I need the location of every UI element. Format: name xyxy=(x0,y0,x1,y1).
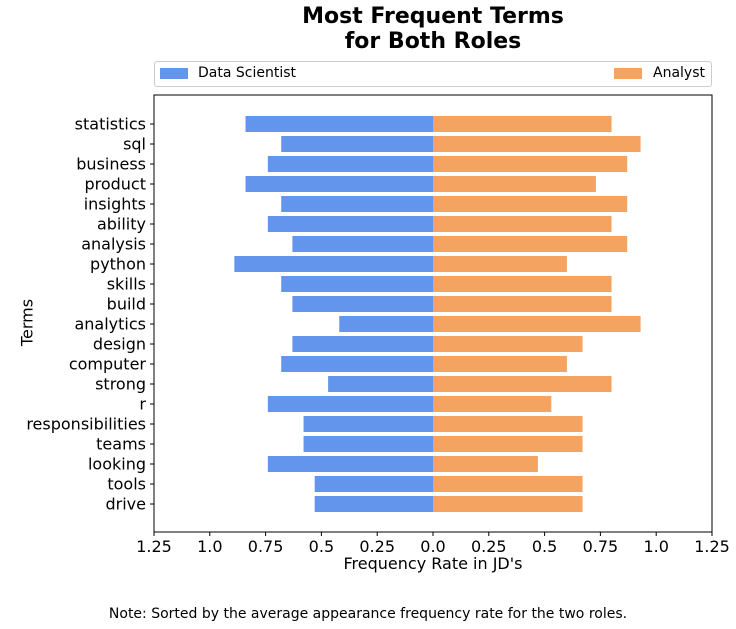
bar-data-scientist-strong xyxy=(328,376,433,392)
bar-analyst-python xyxy=(433,256,567,272)
x-tick-label: 0.0 xyxy=(420,537,445,556)
bar-data-scientist-analytics xyxy=(339,316,433,332)
bar-analyst-design xyxy=(433,336,583,352)
bar-data-scientist-design xyxy=(292,336,433,352)
bar-analyst-teams xyxy=(433,436,583,452)
y-tick-label-responsibilities: responsibilities xyxy=(26,415,146,434)
bar-data-scientist-python xyxy=(234,256,433,272)
bar-analyst-skills xyxy=(433,276,612,292)
y-tick-label-computer: computer xyxy=(69,355,147,374)
y-tick-label-statistics: statistics xyxy=(75,115,146,134)
x-axis-label: Frequency Rate in JD's xyxy=(343,554,523,573)
y-tick-label-business: business xyxy=(76,155,146,174)
bars-data-scientist xyxy=(234,116,433,512)
bar-data-scientist-computer xyxy=(281,356,433,372)
x-tick-label: 1.25 xyxy=(136,537,172,556)
y-tick-label-skills: skills xyxy=(107,275,146,294)
legend: Data Scientist Analyst xyxy=(154,61,712,87)
legend-swatch-analyst xyxy=(614,68,642,79)
bar-analyst-responsibilities xyxy=(433,416,583,432)
bar-data-scientist-teams xyxy=(303,436,433,452)
chart-title-line-2: for Both Roles xyxy=(344,29,522,54)
chart-title: Most Frequent Terms for Both Roles xyxy=(154,4,712,54)
y-tick-label-looking: looking xyxy=(88,455,146,474)
bars-analyst xyxy=(433,116,641,512)
x-tick-label: 0.5 xyxy=(532,537,557,556)
y-axis: statisticssqlbusinessproductinsightsabil… xyxy=(26,115,154,514)
x-tick-label: 1.0 xyxy=(197,537,222,556)
x-tick-label: 0.25 xyxy=(359,537,395,556)
y-tick-label-teams: teams xyxy=(96,435,146,454)
y-tick-label-sql: sql xyxy=(123,135,146,154)
bar-data-scientist-looking xyxy=(267,456,433,472)
bar-data-scientist-build xyxy=(292,296,433,312)
legend-swatch-data-scientist xyxy=(160,68,188,79)
bar-analyst-computer xyxy=(433,356,567,372)
bar-analyst-strong xyxy=(433,376,612,392)
x-tick-label: 0.5 xyxy=(309,537,334,556)
footer-note: Note: Sorted by the average appearance f… xyxy=(108,606,628,622)
bar-data-scientist-product xyxy=(245,176,433,192)
bar-analyst-r xyxy=(433,396,552,412)
bar-analyst-drive xyxy=(433,496,583,512)
bar-data-scientist-analysis xyxy=(292,236,433,252)
x-tick-label: 1.25 xyxy=(694,537,730,556)
x-tick-label: 0.75 xyxy=(248,537,284,556)
bar-analyst-analysis xyxy=(433,236,628,252)
x-tick-label: 0.25 xyxy=(471,537,507,556)
y-tick-label-analytics: analytics xyxy=(74,315,146,334)
x-axis: 1.25 1.0 0.75 0.5 0.25 0.0 0.25 0.5 0.75 1.0 1.25 xyxy=(136,532,730,556)
y-tick-label-strong: strong xyxy=(95,375,146,394)
y-tick-label-design: design xyxy=(93,335,146,354)
y-tick-label-ability: ability xyxy=(97,215,146,234)
legend-label-analyst: Analyst xyxy=(653,65,705,81)
bar-data-scientist-r xyxy=(267,396,433,412)
bar-data-scientist-skills xyxy=(281,276,433,292)
bar-data-scientist-ability xyxy=(267,216,433,232)
bar-analyst-sql xyxy=(433,136,641,152)
bar-data-scientist-statistics xyxy=(245,116,433,132)
x-tick-label: 0.75 xyxy=(583,537,619,556)
bar-data-scientist-insights xyxy=(281,196,433,212)
y-tick-label-product: product xyxy=(84,175,146,194)
y-tick-label-python: python xyxy=(90,255,146,274)
y-tick-label-analysis: analysis xyxy=(81,235,146,254)
bar-data-scientist-drive xyxy=(314,496,433,512)
bar-analyst-build xyxy=(433,296,612,312)
bar-analyst-product xyxy=(433,176,596,192)
y-tick-label-tools: tools xyxy=(107,475,146,494)
x-tick-label: 1.0 xyxy=(643,537,668,556)
bar-analyst-ability xyxy=(433,216,612,232)
bar-data-scientist-business xyxy=(267,156,433,172)
bar-analyst-analytics xyxy=(433,316,641,332)
y-axis-label: Terms xyxy=(17,298,37,347)
legend-label-data-scientist: Data Scientist xyxy=(198,65,296,81)
bar-analyst-statistics xyxy=(433,116,612,132)
y-tick-label-r: r xyxy=(139,395,146,414)
y-tick-label-insights: insights xyxy=(84,195,146,214)
y-tick-label-build: build xyxy=(107,295,146,314)
bar-analyst-looking xyxy=(433,456,538,472)
y-tick-label-drive: drive xyxy=(106,495,147,514)
bar-analyst-business xyxy=(433,156,628,172)
bar-data-scientist-responsibilities xyxy=(303,416,433,432)
bar-data-scientist-sql xyxy=(281,136,433,152)
bar-analyst-insights xyxy=(433,196,628,212)
chart-title-line-1: Most Frequent Terms xyxy=(302,4,564,29)
bar-data-scientist-tools xyxy=(314,476,433,492)
bar-analyst-tools xyxy=(433,476,583,492)
